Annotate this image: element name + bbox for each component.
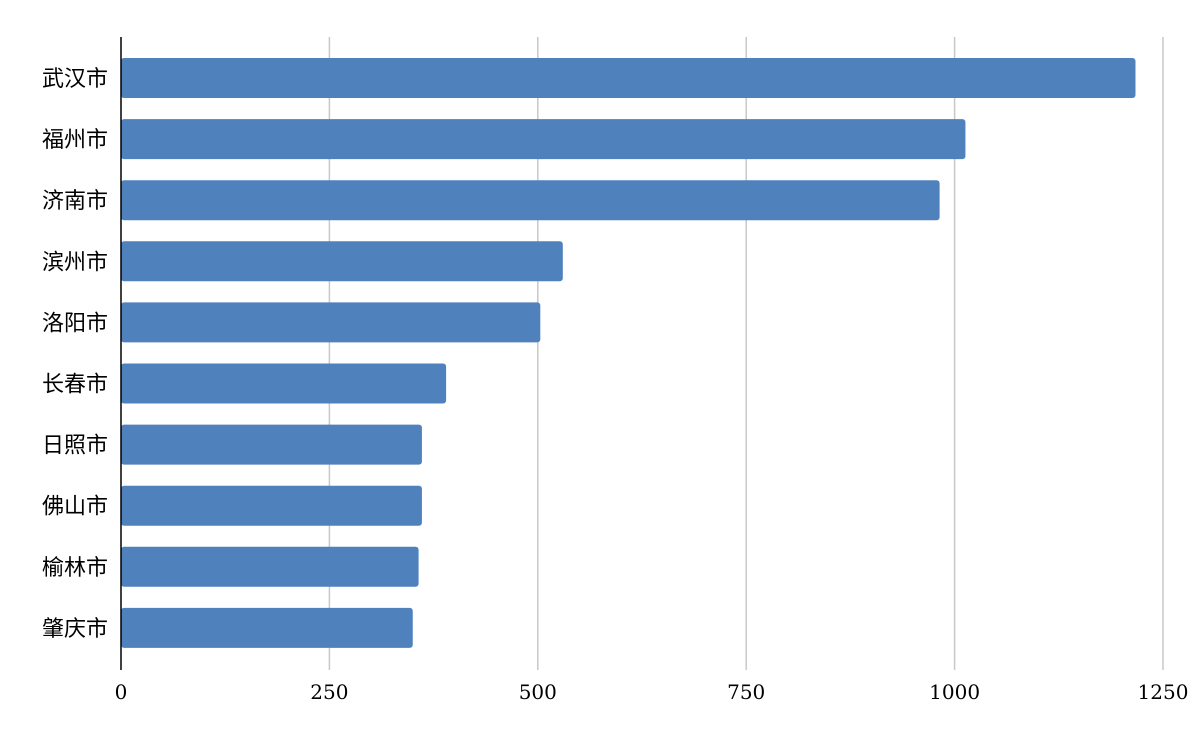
bar-7 <box>121 424 422 465</box>
bar-8 <box>121 485 422 526</box>
y-category-label: 滨州市 <box>42 250 108 275</box>
bar-4 <box>121 241 563 282</box>
bar-1 <box>121 58 1136 98</box>
y-category-label: 榆林市 <box>42 556 108 581</box>
x-tick-label: 1250 <box>1138 680 1189 704</box>
y-category-label: 肇庆市 <box>42 617 108 642</box>
x-tick-label: 1000 <box>929 680 980 704</box>
bar-3 <box>121 180 940 221</box>
bars <box>121 58 1136 648</box>
x-tick-label: 0 <box>115 680 128 704</box>
x-tick-label: 500 <box>519 680 557 704</box>
bar-5 <box>121 302 541 343</box>
y-category-label: 长春市 <box>42 373 108 398</box>
bar-9 <box>121 546 419 587</box>
y-category-label: 武汉市 <box>42 67 108 92</box>
labels: 0 250 500 750 1000 1250 武汉市福州市济南市滨州市洛阳市长春市日照市佛… <box>42 67 1188 704</box>
y-category-label: 佛山市 <box>42 495 108 520</box>
bar-6 <box>121 363 447 404</box>
y-category-label: 福州市 <box>42 128 108 153</box>
y-category-label: 洛阳市 <box>42 311 108 336</box>
bar-10 <box>121 607 413 648</box>
y-category-label: 日照市 <box>42 434 108 459</box>
bar-2 <box>121 119 966 160</box>
x-tick-label: 750 <box>727 680 765 704</box>
x-tick-label: 250 <box>310 680 348 704</box>
y-category-label: 济南市 <box>42 189 108 214</box>
